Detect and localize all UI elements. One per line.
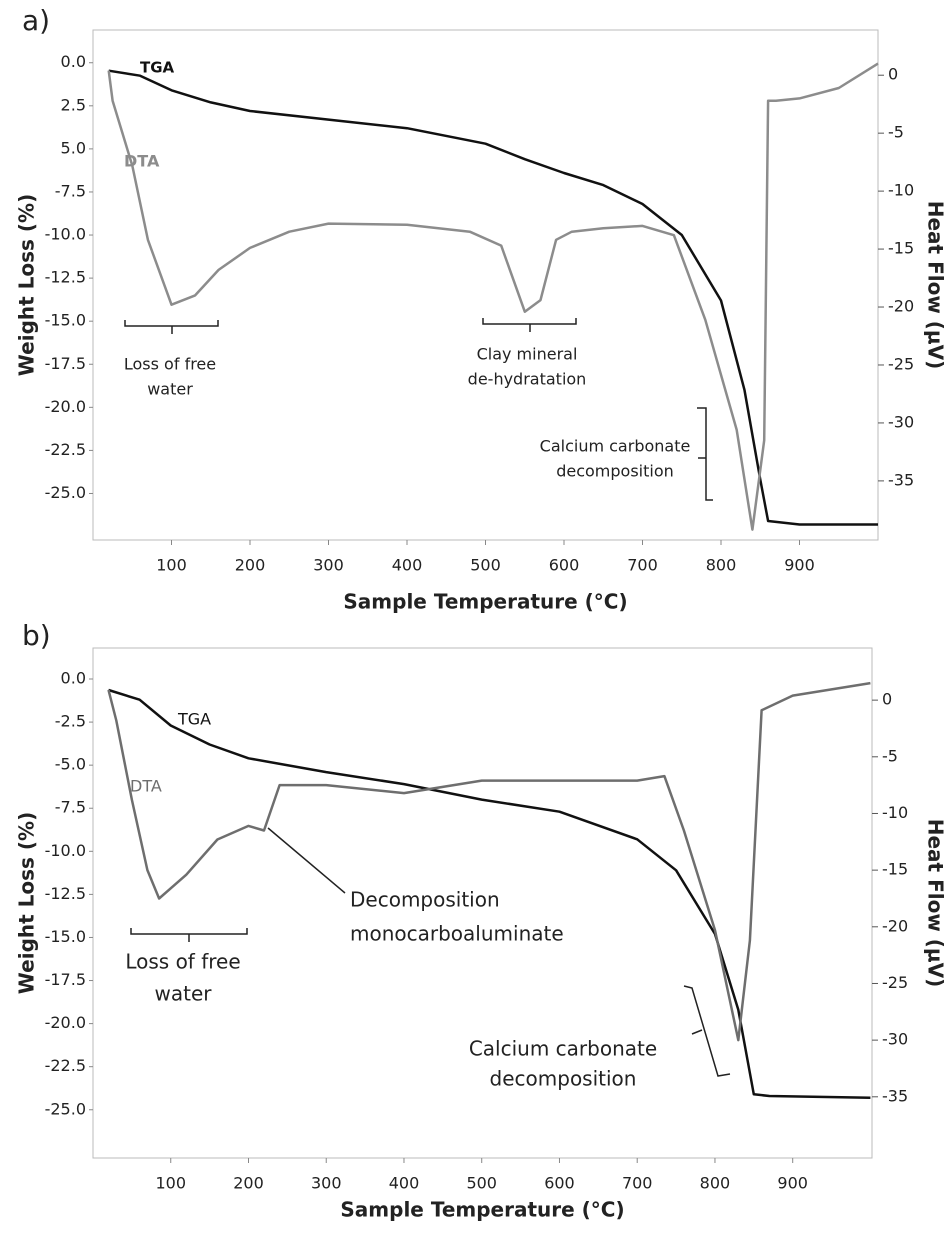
x-tick-label: 200 bbox=[235, 556, 266, 575]
x-tick-label: 800 bbox=[700, 1174, 731, 1193]
x-tick-label: 200 bbox=[233, 1174, 264, 1193]
panel-label: a) bbox=[22, 4, 50, 37]
x-tick-label: 900 bbox=[777, 1174, 808, 1193]
y2-tick-label: -15 bbox=[888, 239, 914, 258]
annotation: Clay mineral bbox=[477, 345, 578, 364]
x-tick-label: 500 bbox=[470, 556, 501, 575]
y-tick-label: -22.5 bbox=[45, 440, 86, 459]
annotation: Calcium carbonate bbox=[540, 437, 691, 456]
x-tick-label: 600 bbox=[549, 556, 580, 575]
y-tick-label: -15.0 bbox=[45, 927, 86, 946]
annotation: Loss of free bbox=[124, 355, 216, 374]
x-tick-label: 300 bbox=[313, 556, 344, 575]
bracket bbox=[130, 928, 248, 942]
y2-tick-label: -30 bbox=[882, 1030, 908, 1049]
y2-tick-label: -5 bbox=[888, 123, 904, 142]
panel-label: b) bbox=[22, 619, 51, 652]
x-tick-label: 300 bbox=[311, 1174, 342, 1193]
y2-tick-label: -10 bbox=[888, 181, 914, 200]
y-tick-label: -20.0 bbox=[45, 1013, 86, 1032]
y-tick-label: -17.5 bbox=[45, 970, 86, 989]
y2-tick-label: -10 bbox=[882, 803, 908, 822]
y2-tick-label: -5 bbox=[882, 746, 898, 765]
bracket bbox=[683, 985, 731, 1077]
annotation: de-hydratation bbox=[468, 370, 587, 389]
y-tick-label: -20.0 bbox=[45, 397, 86, 416]
x-tick-label: 500 bbox=[466, 1174, 497, 1193]
y2-tick-label: -25 bbox=[882, 973, 908, 992]
x-axis-title: Sample Temperature (°C) bbox=[343, 590, 627, 614]
plot-frame bbox=[92, 647, 873, 1159]
y-tick-label: 0.0 bbox=[61, 669, 86, 688]
panel: b) 100 200 300 400 500 600 700 800 900 0.0 -2.5 -5.0… bbox=[15, 619, 948, 1222]
data-line bbox=[108, 688, 871, 1099]
x-tick-label: 700 bbox=[622, 1174, 653, 1193]
bracket bbox=[124, 320, 219, 334]
y2-tick-label: -30 bbox=[888, 412, 914, 431]
y-tick-label: -25.0 bbox=[45, 1099, 86, 1118]
x-tick-label: 800 bbox=[706, 556, 737, 575]
y-tick-label: 5.0 bbox=[61, 138, 86, 157]
annotation: water bbox=[155, 982, 213, 1006]
data-line bbox=[107, 681, 871, 1042]
y2-axis-title: Heat Flow (µV) bbox=[924, 819, 948, 988]
data-line bbox=[107, 62, 879, 531]
y-tick-label: -25.0 bbox=[45, 483, 86, 502]
series-label: DTA bbox=[130, 777, 162, 796]
y2-axis-title: Heat Flow (µV) bbox=[924, 201, 948, 370]
x-tick-label: 100 bbox=[155, 1174, 186, 1193]
y-tick-label: -10.0 bbox=[45, 841, 86, 860]
y-tick-label: -12.5 bbox=[45, 268, 86, 287]
annotation: Loss of free bbox=[125, 950, 240, 974]
x-tick-label: 400 bbox=[392, 556, 423, 575]
x-tick-label: 600 bbox=[544, 1174, 575, 1193]
y2-tick-label: 0 bbox=[882, 690, 892, 709]
annotation: monocarboaluminate bbox=[350, 922, 564, 946]
series-label: TGA bbox=[140, 59, 175, 77]
bracket bbox=[697, 407, 713, 501]
y2-tick-label: -35 bbox=[882, 1086, 908, 1105]
y2-tick-label: -20 bbox=[888, 297, 914, 316]
y-tick-label: -15.0 bbox=[45, 311, 86, 330]
series-label: DTA bbox=[124, 152, 160, 171]
annotation: decomposition bbox=[556, 462, 674, 481]
y-tick-label: -2.5 bbox=[55, 712, 86, 731]
series-label: TGA bbox=[177, 710, 211, 729]
y2-tick-label: -35 bbox=[888, 470, 914, 489]
y-tick-label: -10.0 bbox=[45, 225, 86, 244]
bracket bbox=[482, 318, 577, 332]
annotation: water bbox=[147, 380, 193, 399]
annotation: Decomposition bbox=[350, 888, 500, 912]
x-tick-label: 700 bbox=[627, 556, 658, 575]
y-tick-label: -7.5 bbox=[55, 181, 86, 200]
y2-tick-label: -25 bbox=[888, 354, 914, 373]
bracket bbox=[267, 827, 346, 894]
y-tick-label: 2.5 bbox=[61, 95, 86, 114]
y2-tick-label: 0 bbox=[888, 65, 898, 84]
annotation: Calcium carbonate bbox=[469, 1037, 657, 1061]
y2-tick-label: -20 bbox=[882, 916, 908, 935]
y-tick-label: -12.5 bbox=[45, 884, 86, 903]
x-tick-label: 400 bbox=[389, 1174, 420, 1193]
y-axis-title: Weight Loss (%) bbox=[15, 812, 39, 994]
y-tick-label: -7.5 bbox=[55, 798, 86, 817]
y-axis-title: Weight Loss (%) bbox=[15, 194, 39, 376]
y-tick-label: -22.5 bbox=[45, 1056, 86, 1075]
x-axis-title: Sample Temperature (°C) bbox=[340, 1198, 624, 1222]
y-tick-label: 0.0 bbox=[61, 52, 86, 71]
x-tick-label: 100 bbox=[156, 556, 187, 575]
y-tick-label: -5.0 bbox=[55, 755, 86, 774]
annotation: decomposition bbox=[490, 1067, 637, 1091]
y2-tick-label: -15 bbox=[882, 860, 908, 879]
panel: a) 100 200 300 400 500 600 700 800 900 0.0 2.5 5.0 -7… bbox=[15, 4, 948, 614]
x-tick-label: 900 bbox=[784, 556, 815, 575]
y-tick-label: -17.5 bbox=[45, 354, 86, 373]
data-line bbox=[108, 69, 878, 526]
